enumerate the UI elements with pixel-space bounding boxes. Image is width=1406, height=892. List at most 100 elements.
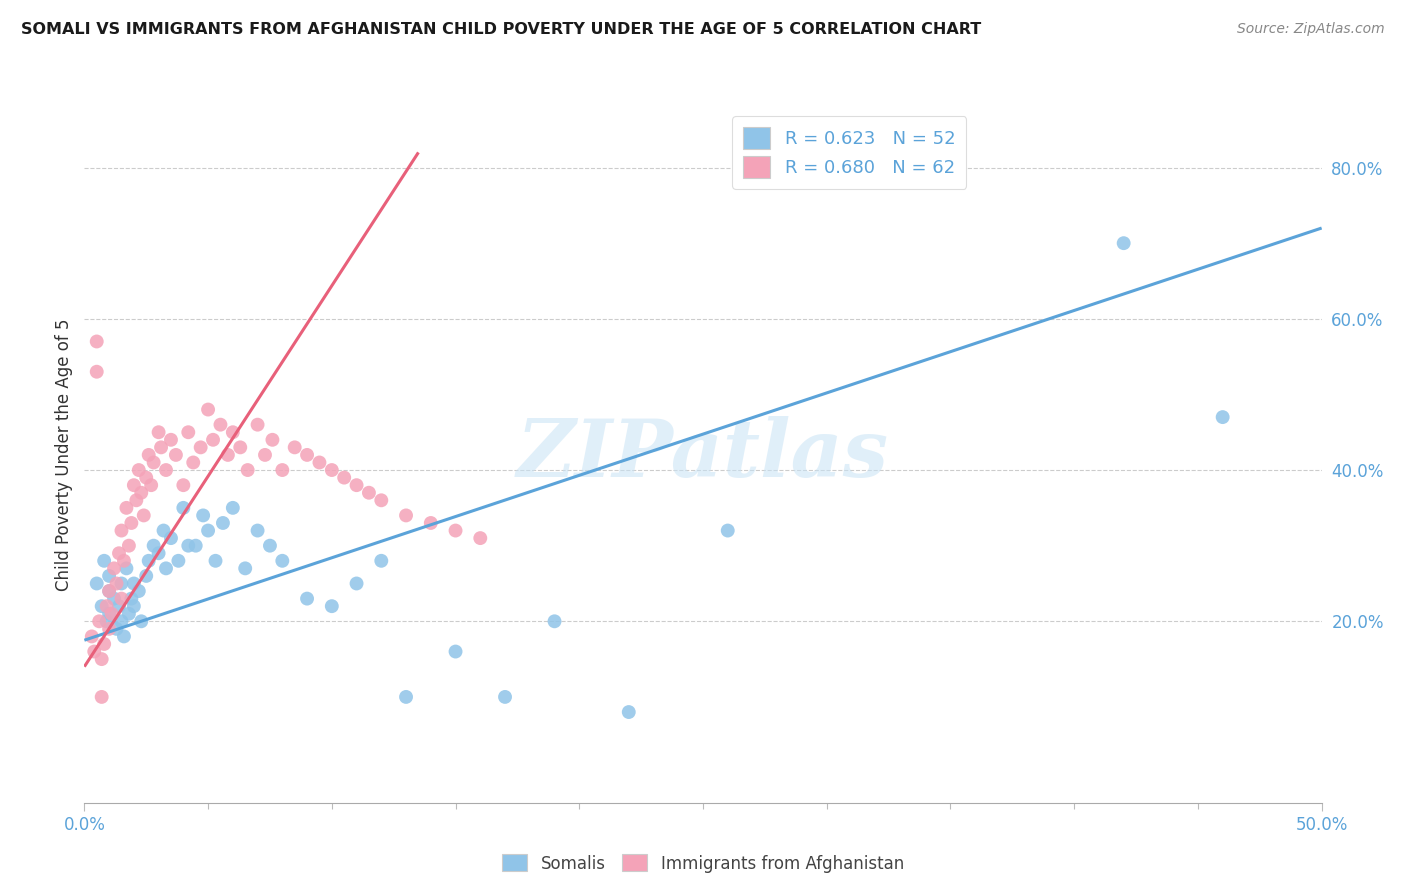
Point bbox=[321, 599, 343, 614]
Point bbox=[271, 463, 294, 477]
Point bbox=[191, 508, 214, 523]
Point bbox=[86, 334, 108, 349]
Point bbox=[717, 524, 740, 538]
Point bbox=[346, 478, 368, 492]
Point bbox=[212, 516, 235, 530]
Point bbox=[112, 554, 135, 568]
Point bbox=[222, 425, 245, 440]
Point bbox=[128, 584, 150, 599]
Point bbox=[103, 591, 125, 606]
Point bbox=[90, 599, 112, 614]
Point bbox=[253, 448, 276, 462]
Point bbox=[197, 524, 219, 538]
Text: Source: ZipAtlas.com: Source: ZipAtlas.com bbox=[1237, 22, 1385, 37]
Point bbox=[617, 705, 640, 719]
Point bbox=[86, 365, 108, 379]
Point bbox=[246, 417, 269, 432]
Point bbox=[110, 524, 132, 538]
Point bbox=[150, 441, 173, 455]
Point bbox=[357, 485, 380, 500]
Point bbox=[110, 615, 132, 629]
Point bbox=[236, 463, 259, 477]
Point bbox=[98, 622, 121, 636]
Point bbox=[105, 576, 128, 591]
Point bbox=[110, 576, 132, 591]
Point bbox=[308, 455, 330, 469]
Point bbox=[543, 615, 565, 629]
Point bbox=[115, 500, 138, 515]
Point bbox=[259, 539, 281, 553]
Point bbox=[295, 591, 318, 606]
Point bbox=[444, 644, 467, 658]
Point bbox=[204, 554, 226, 568]
Point bbox=[177, 425, 200, 440]
Point bbox=[172, 500, 194, 515]
Point bbox=[246, 524, 269, 538]
Point bbox=[129, 615, 152, 629]
Point bbox=[115, 561, 138, 575]
Point bbox=[122, 576, 145, 591]
Point bbox=[346, 576, 368, 591]
Point bbox=[209, 417, 232, 432]
Point bbox=[83, 644, 105, 658]
Point bbox=[395, 690, 418, 704]
Point bbox=[135, 569, 157, 583]
Point bbox=[172, 478, 194, 492]
Point bbox=[167, 554, 190, 568]
Point bbox=[122, 599, 145, 614]
Point bbox=[120, 591, 142, 606]
Point bbox=[262, 433, 284, 447]
Point bbox=[142, 455, 165, 469]
Point bbox=[165, 448, 187, 462]
Point bbox=[120, 516, 142, 530]
Point bbox=[118, 539, 141, 553]
Point bbox=[470, 531, 492, 545]
Point bbox=[103, 561, 125, 575]
Point bbox=[138, 448, 160, 462]
Point bbox=[90, 652, 112, 666]
Point bbox=[86, 576, 108, 591]
Point bbox=[118, 607, 141, 621]
Point bbox=[100, 607, 122, 621]
Point bbox=[142, 539, 165, 553]
Legend: R = 0.623   N = 52, R = 0.680   N = 62: R = 0.623 N = 52, R = 0.680 N = 62 bbox=[733, 116, 966, 189]
Point bbox=[295, 448, 318, 462]
Point bbox=[89, 615, 111, 629]
Point bbox=[181, 455, 204, 469]
Point bbox=[96, 615, 118, 629]
Point bbox=[494, 690, 516, 704]
Point bbox=[222, 500, 245, 515]
Point bbox=[132, 508, 155, 523]
Point bbox=[98, 584, 121, 599]
Point bbox=[93, 554, 115, 568]
Point bbox=[98, 569, 121, 583]
Point bbox=[370, 493, 392, 508]
Point bbox=[128, 463, 150, 477]
Point bbox=[135, 470, 157, 484]
Point bbox=[370, 554, 392, 568]
Point bbox=[148, 425, 170, 440]
Legend: Somalis, Immigrants from Afghanistan: Somalis, Immigrants from Afghanistan bbox=[495, 847, 911, 880]
Y-axis label: Child Poverty Under the Age of 5: Child Poverty Under the Age of 5 bbox=[55, 318, 73, 591]
Point bbox=[321, 463, 343, 477]
Point bbox=[108, 546, 131, 560]
Point bbox=[197, 402, 219, 417]
Point bbox=[112, 629, 135, 643]
Point bbox=[333, 470, 356, 484]
Point bbox=[98, 607, 121, 621]
Point bbox=[217, 448, 239, 462]
Point bbox=[202, 433, 225, 447]
Point bbox=[148, 546, 170, 560]
Point bbox=[129, 485, 152, 500]
Point bbox=[141, 478, 163, 492]
Point bbox=[233, 561, 256, 575]
Point bbox=[1112, 236, 1135, 251]
Point bbox=[419, 516, 441, 530]
Point bbox=[93, 637, 115, 651]
Point bbox=[160, 433, 183, 447]
Point bbox=[138, 554, 160, 568]
Text: ZIPatlas: ZIPatlas bbox=[517, 417, 889, 493]
Point bbox=[152, 524, 174, 538]
Point bbox=[155, 561, 177, 575]
Point bbox=[108, 599, 131, 614]
